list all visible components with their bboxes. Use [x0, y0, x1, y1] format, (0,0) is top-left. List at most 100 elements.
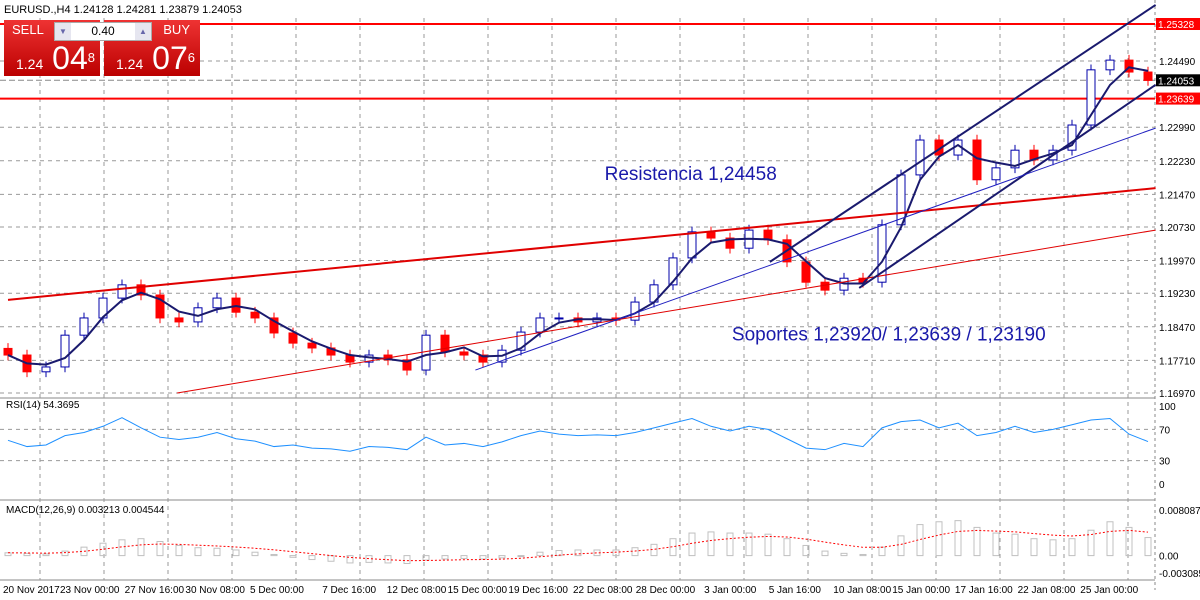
- price-tick-label: 1.19230: [1159, 289, 1196, 300]
- candle: [250, 311, 260, 319]
- one-click-trading-panel: SELL 1.24 048 BUY 1.24 076 ▼ 0.40 ▲: [4, 20, 200, 76]
- buy-label: BUY: [163, 22, 190, 37]
- price-tick-label: 1.22230: [1159, 157, 1196, 168]
- candle: [725, 237, 735, 249]
- price-label: 1.24053: [1158, 76, 1195, 87]
- price-label-bg: [1156, 74, 1200, 87]
- macd-histogram-bar: [1011, 533, 1019, 557]
- rsi-tick-label: 0: [1159, 480, 1165, 491]
- sell-label: SELL: [12, 22, 44, 37]
- candle: [1143, 71, 1153, 81]
- macd-histogram-bar: [1125, 526, 1133, 557]
- price-tick-label: 1.16970: [1159, 389, 1196, 400]
- candle: [459, 351, 469, 356]
- candle: [1086, 69, 1096, 126]
- candle: [687, 231, 697, 259]
- trendline: [475, 127, 1156, 371]
- macd-histogram-bar: [612, 549, 620, 557]
- trendline: [858, 84, 1157, 289]
- chart-annotation: Resistencia 1,24458: [605, 164, 777, 185]
- candle: [269, 317, 279, 334]
- trendline: [769, 4, 1157, 263]
- buy-price-sup: 6: [187, 50, 195, 65]
- trendline: [177, 229, 1156, 394]
- macd-histogram-bar: [1068, 538, 1076, 557]
- candle: [706, 231, 716, 239]
- candle: [79, 317, 89, 336]
- rsi-line: [7, 417, 1149, 452]
- macd-histogram-bar: [498, 555, 506, 559]
- rsi-label: RSI(14) 54.3695: [6, 400, 80, 411]
- rsi-tick-label: 70: [1159, 425, 1171, 436]
- macd-histogram-bar: [422, 555, 430, 561]
- macd-histogram-bar: [726, 532, 734, 557]
- macd-histogram-bar: [1144, 537, 1152, 557]
- candle: [535, 317, 545, 333]
- candle: [41, 366, 51, 373]
- time-axis-label: 28 Dec 00:00: [636, 585, 696, 596]
- time-axis-label: 30 Nov 08:00: [185, 585, 245, 596]
- candle: [3, 347, 13, 356]
- macd-histogram-bar: [1106, 521, 1114, 557]
- lot-size-input[interactable]: ▼ 0.40 ▲: [54, 22, 152, 41]
- time-axis-label: 25 Jan 00:00: [1080, 585, 1138, 596]
- macd-histogram-bar: [42, 553, 50, 557]
- price-label-bg: [1156, 92, 1200, 105]
- time-axis-label: 22 Dec 08:00: [573, 585, 633, 596]
- trendline: [7, 187, 1156, 301]
- macd-histogram-bar: [764, 533, 772, 557]
- price-tick-label: 1.18470: [1159, 323, 1196, 334]
- macd-histogram-bar: [479, 555, 487, 560]
- macd-histogram-bar: [156, 541, 164, 557]
- price-tick-label: 1.24490: [1159, 57, 1196, 68]
- candle: [820, 281, 830, 291]
- candle: [1010, 149, 1020, 169]
- sell-price-main: 04: [52, 40, 88, 76]
- macd-histogram-bar: [441, 555, 449, 560]
- time-axis-label: 3 Jan 00:00: [704, 585, 757, 596]
- macd-histogram-bar: [308, 555, 316, 561]
- time-axis-label: 5 Jan 16:00: [769, 585, 822, 596]
- time-axis-label: 23 Nov 00:00: [60, 585, 120, 596]
- candle: [991, 167, 1001, 181]
- macd-histogram-bar: [403, 555, 411, 564]
- candle: [60, 334, 70, 368]
- macd-histogram-bar: [1049, 539, 1057, 557]
- time-axis-label: 7 Dec 16:00: [322, 585, 376, 596]
- increase-lot-icon[interactable]: ▲: [135, 23, 151, 40]
- macd-histogram-bar: [973, 526, 981, 557]
- macd-histogram-bar: [23, 552, 31, 557]
- macd-tick-label: 0.00: [1159, 552, 1179, 563]
- macd-histogram-bar: [251, 551, 259, 557]
- macd-histogram-bar: [954, 520, 962, 557]
- time-axis-label: 12 Dec 08:00: [387, 585, 447, 596]
- time-axis-label: 20 Nov 2017: [3, 585, 60, 596]
- candle: [478, 354, 488, 363]
- price-tick-label: 1.19970: [1159, 257, 1196, 268]
- candle: [915, 139, 925, 176]
- time-axis-label: 15 Dec 00:00: [448, 585, 508, 596]
- time-axis-label: 10 Jan 08:00: [833, 585, 891, 596]
- decrease-lot-icon[interactable]: ▼: [55, 23, 71, 40]
- macd-histogram-bar: [175, 544, 183, 557]
- candle: [174, 317, 184, 323]
- price-label-bg: [1156, 18, 1200, 31]
- macd-histogram-bar: [270, 553, 278, 557]
- macd-histogram-bar: [460, 555, 468, 559]
- moving-average-line: [7, 66, 1149, 366]
- chart-annotation: Soportes 1,23920/ 1,23639 / 1,23190: [732, 324, 1046, 345]
- candle: [288, 332, 298, 344]
- macd-histogram-bar: [878, 546, 886, 557]
- sell-price-prefix: 1.24: [16, 56, 44, 72]
- macd-histogram-bar: [669, 538, 677, 557]
- macd-histogram-bar: [1087, 529, 1095, 557]
- macd-histogram-bar: [897, 535, 905, 557]
- macd-histogram-bar: [118, 539, 126, 557]
- macd-histogram-bar: [688, 532, 696, 557]
- macd-histogram-bar: [384, 555, 392, 564]
- macd-histogram-bar: [783, 538, 791, 557]
- macd-histogram-bar: [992, 532, 1000, 557]
- time-axis-label: 22 Jan 08:00: [1018, 585, 1076, 596]
- macd-histogram-bar: [1030, 538, 1038, 557]
